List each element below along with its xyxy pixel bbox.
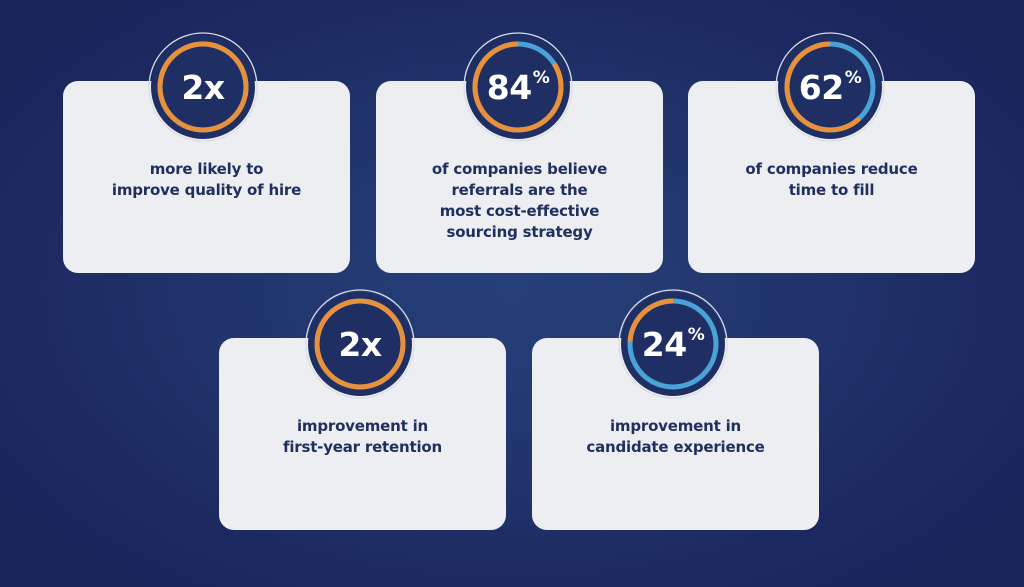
- stat-card-cost-effective: of companies believe referrals are the m…: [376, 81, 663, 273]
- stat-value: 2x: [181, 67, 225, 107]
- stat-suffix: %: [687, 325, 705, 345]
- progress-ring-icon: [618, 289, 728, 399]
- stat-ring-badge: 2x: [305, 289, 415, 399]
- stat-ring-badge: 2x: [148, 32, 258, 142]
- stat-suffix: %: [844, 68, 862, 88]
- stat-description: of companies believe referrals are the m…: [431, 160, 608, 241]
- progress-ring-icon: [148, 32, 258, 142]
- stat-value: 62: [798, 67, 844, 107]
- stat-suffix: %: [532, 68, 550, 88]
- stat-ring-badge: 62%: [775, 32, 885, 142]
- progress-ring-icon: [775, 32, 885, 142]
- stat-description: improvement in first-year retention: [283, 417, 442, 456]
- stat-ring-badge: 84%: [463, 32, 573, 142]
- stat-value: 24: [641, 324, 687, 364]
- progress-ring-icon: [305, 289, 415, 399]
- stat-description: more likely to improve quality of hire: [111, 160, 302, 199]
- stat-description: of companies reduce time to fill: [745, 160, 918, 199]
- stat-description: improvement in candidate experience: [586, 417, 765, 456]
- stat-ring-badge: 24%: [618, 289, 728, 399]
- stat-value: 2x: [338, 324, 382, 364]
- progress-ring-icon: [463, 32, 573, 142]
- stat-value: 84: [486, 67, 532, 107]
